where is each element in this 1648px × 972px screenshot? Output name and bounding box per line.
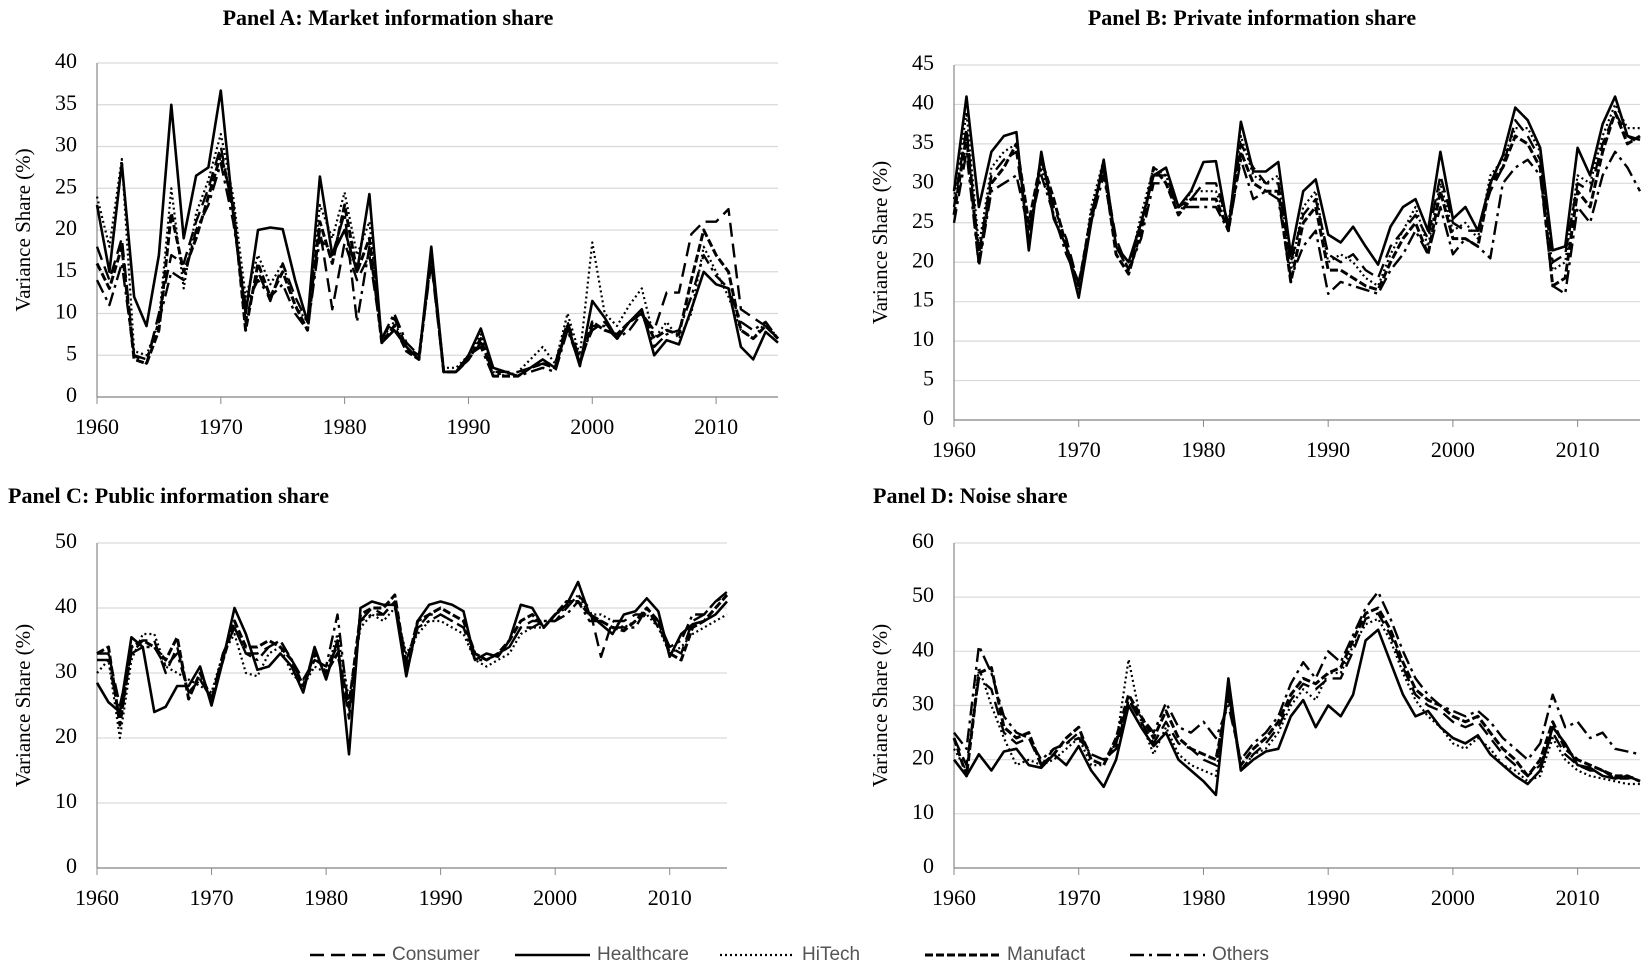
- series-line: [952, 95, 1641, 299]
- x-tick-label: 1970: [1057, 885, 1101, 910]
- y-tick-label: 10: [55, 299, 77, 324]
- x-tick-label: 1990: [419, 885, 463, 910]
- y-tick-label: 25: [912, 208, 934, 233]
- x-tick-label: 2000: [570, 414, 614, 439]
- series-line: [952, 628, 1641, 797]
- series-line: [97, 590, 728, 720]
- y-axis-label: Variance Share (%): [11, 624, 35, 787]
- series-line: [95, 132, 779, 378]
- y-tick-label: 0: [66, 853, 77, 878]
- y-tick-label: 30: [912, 168, 934, 193]
- y-tick-label: 20: [912, 247, 934, 272]
- y-tick-label: 45: [912, 50, 934, 75]
- y-tick-label: 10: [55, 788, 77, 813]
- series-line: [97, 593, 728, 720]
- x-tick-label: 1960: [932, 437, 976, 462]
- x-tick-label: 1990: [1306, 885, 1350, 910]
- x-tick-label: 2010: [648, 885, 692, 910]
- series-line: [95, 89, 779, 378]
- y-tick-label: 35: [912, 129, 934, 154]
- y-tick-label: 20: [912, 745, 934, 770]
- series-line: [952, 110, 1641, 292]
- series-line: [96, 593, 729, 727]
- y-tick-label: 20: [55, 215, 77, 240]
- x-tick-label: 1980: [323, 414, 367, 439]
- x-tick-label: 1980: [304, 885, 348, 910]
- x-tick-label: 2000: [533, 885, 577, 910]
- y-tick-label: 0: [66, 382, 77, 407]
- legend-label: Consumer: [392, 944, 480, 965]
- y-tick-label: 30: [912, 691, 934, 716]
- legend-label: Manufact: [1007, 944, 1086, 965]
- series-line: [95, 145, 779, 374]
- y-tick-label: 40: [912, 636, 934, 661]
- x-tick-label: 1980: [1181, 437, 1225, 462]
- panel-title: Panel C: Public information share: [8, 483, 329, 508]
- x-tick-label: 2010: [694, 414, 738, 439]
- series-line: [953, 590, 1641, 761]
- x-tick-label: 1960: [75, 414, 119, 439]
- series-line: [953, 617, 1640, 786]
- x-tick-label: 1960: [932, 885, 976, 910]
- y-tick-label: 10: [912, 799, 934, 824]
- y-tick-label: 5: [66, 340, 77, 365]
- y-tick-label: 50: [912, 582, 934, 607]
- x-tick-label: 2000: [1431, 885, 1475, 910]
- series-line: [952, 150, 1642, 295]
- series-line: [95, 162, 779, 378]
- x-tick-label: 1960: [75, 885, 119, 910]
- y-tick-label: 20: [55, 723, 77, 748]
- y-axis-label: Variance Share (%): [11, 148, 35, 311]
- x-tick-label: 2000: [1431, 437, 1475, 462]
- y-tick-label: 40: [55, 48, 77, 73]
- y-tick-label: 40: [55, 593, 77, 618]
- x-tick-label: 2010: [1556, 885, 1600, 910]
- y-tick-label: 25: [55, 173, 77, 198]
- x-tick-label: 1990: [446, 414, 490, 439]
- y-axis-label: Variance Share (%): [868, 624, 892, 787]
- series-line: [96, 593, 728, 740]
- series-line: [952, 606, 1641, 783]
- y-tick-label: 35: [55, 90, 77, 115]
- y-tick-label: 15: [55, 257, 77, 282]
- series-line: [952, 612, 1641, 780]
- panel-title: Panel A: Market information share: [223, 5, 554, 30]
- x-tick-label: 1970: [199, 414, 243, 439]
- legend-label: HiTech: [802, 944, 860, 965]
- y-tick-label: 30: [55, 658, 77, 683]
- x-tick-label: 1990: [1306, 437, 1350, 462]
- y-tick-label: 0: [923, 853, 934, 878]
- y-axis-label: Variance Share (%): [868, 161, 892, 324]
- x-tick-label: 1970: [1057, 437, 1101, 462]
- legend-label: Healthcare: [597, 944, 689, 965]
- y-tick-label: 10: [912, 326, 934, 351]
- legend-label: Others: [1212, 944, 1269, 965]
- panel-title: Panel D: Noise share: [873, 483, 1068, 508]
- y-tick-label: 60: [912, 528, 934, 553]
- y-tick-label: 40: [912, 89, 934, 114]
- x-tick-label: 1980: [1181, 885, 1225, 910]
- y-tick-label: 50: [55, 528, 77, 553]
- y-tick-label: 15: [912, 287, 934, 312]
- x-tick-label: 2010: [1556, 437, 1600, 462]
- y-tick-label: 30: [55, 132, 77, 157]
- panel-title: Panel B: Private information share: [1088, 5, 1417, 30]
- y-tick-label: 0: [923, 405, 934, 430]
- y-tick-label: 5: [923, 366, 934, 391]
- x-tick-label: 1970: [190, 885, 234, 910]
- series-line: [952, 103, 1640, 295]
